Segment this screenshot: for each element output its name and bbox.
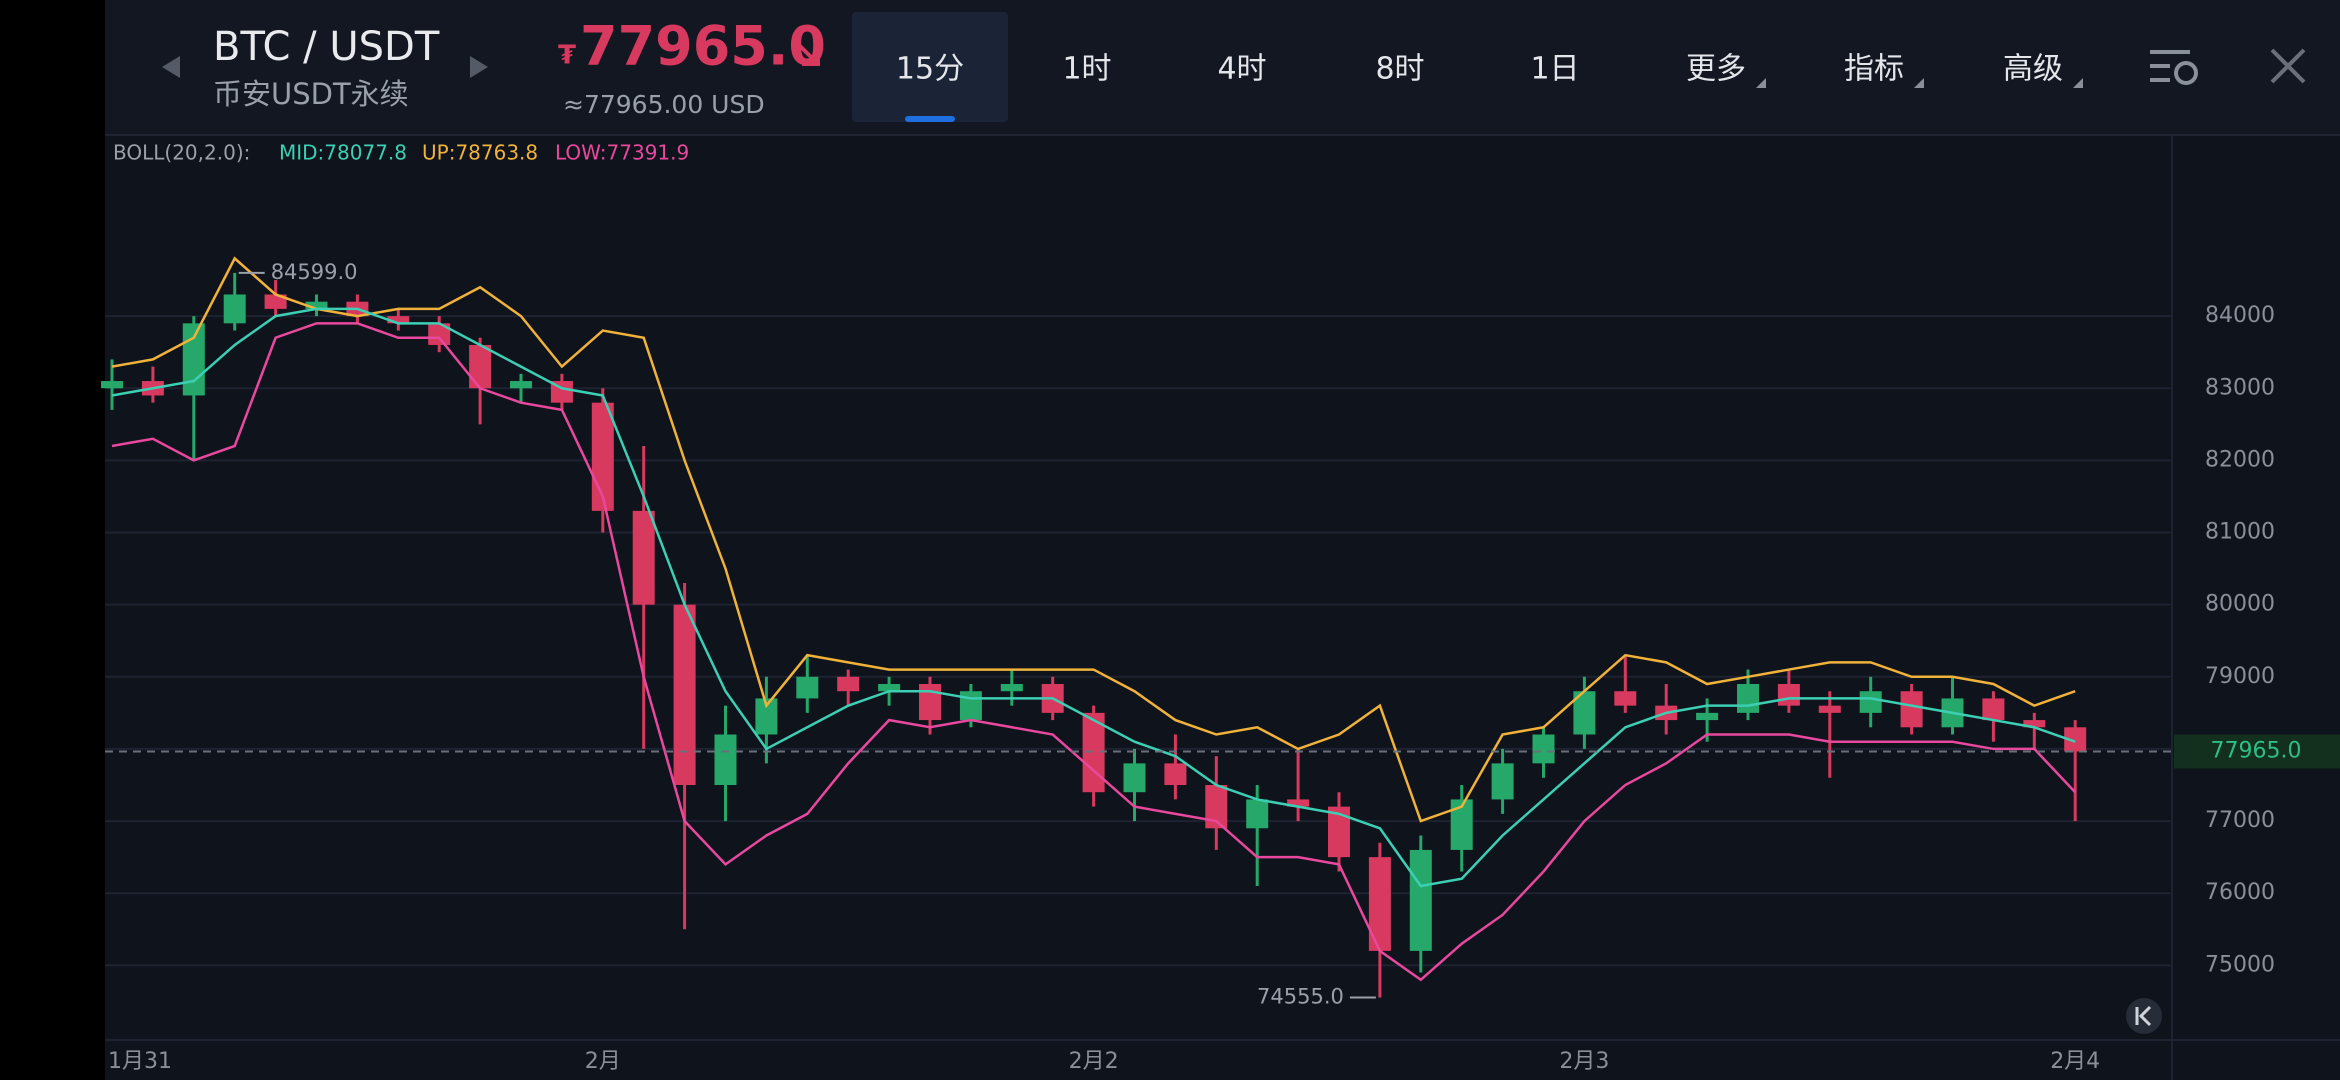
candle-body xyxy=(1982,698,2005,721)
tab[interactable]: 15分 xyxy=(896,52,964,87)
candle-body xyxy=(1000,684,1023,692)
candle-body xyxy=(1696,712,1719,721)
down-arrow xyxy=(794,40,820,66)
x-tick-label: 2月4 xyxy=(2050,1049,2100,1074)
candle-body xyxy=(1450,799,1473,850)
candle-body xyxy=(1123,763,1146,793)
candle-body xyxy=(959,691,982,721)
y-tick-label: 83000 xyxy=(2205,375,2275,400)
candle-body xyxy=(305,301,328,309)
y-tick-label: 75000 xyxy=(2205,952,2275,977)
dropdown-caret xyxy=(2073,78,2083,88)
candle-body xyxy=(510,381,532,389)
candle-body xyxy=(878,684,901,692)
symbol: BTC / USDT xyxy=(213,24,440,70)
x-tick-label: 1月31 xyxy=(108,1049,172,1074)
last-price: 77965.0 xyxy=(580,15,826,78)
y-tick-label: 82000 xyxy=(2205,447,2275,472)
symbol-subtitle: 币安USDT永续 xyxy=(213,77,409,111)
tab[interactable]: 指标 xyxy=(1844,52,1904,87)
indicator-value: LOW:77391.9 xyxy=(555,141,689,165)
candle-body xyxy=(1287,799,1310,807)
tab[interactable]: 1日 xyxy=(1530,52,1579,87)
price-usd: ≈77965.00 USD xyxy=(563,90,765,119)
candle-body xyxy=(1246,799,1269,829)
active-tab-bg xyxy=(852,12,1008,122)
tab[interactable]: 更多 xyxy=(1686,52,1746,87)
indicator-value: UP:78763.8 xyxy=(422,141,538,165)
candle-body xyxy=(1777,684,1800,706)
candle-body xyxy=(387,316,410,324)
scroll-latest[interactable] xyxy=(2126,998,2162,1034)
tab[interactable]: 4时 xyxy=(1217,52,1266,87)
candle-body xyxy=(1532,734,1555,764)
candle-body xyxy=(1573,691,1596,735)
candle-body xyxy=(1491,763,1514,800)
candle-body xyxy=(428,323,451,345)
dropdown-caret xyxy=(1914,78,1924,88)
candle-body xyxy=(2023,720,2046,728)
candle-body xyxy=(796,676,819,699)
candle-body xyxy=(264,294,287,309)
candle-body xyxy=(1205,784,1228,829)
tab[interactable]: 8时 xyxy=(1375,52,1424,87)
y-tick-label: 81000 xyxy=(2205,520,2275,545)
y-tick-label: 84000 xyxy=(2205,303,2275,328)
bollinger-band xyxy=(111,307,2076,888)
close-icon[interactable] xyxy=(2270,48,2306,84)
bollinger-band xyxy=(111,322,2077,982)
candle-body xyxy=(919,684,941,721)
candle-body xyxy=(1409,849,1432,951)
candle-body xyxy=(1328,806,1350,858)
candle-body xyxy=(1900,691,1923,728)
candle-body xyxy=(1368,857,1391,951)
candle-body xyxy=(1818,705,1841,713)
bollinger-band xyxy=(111,256,2076,823)
indicator-legend: BOLL(20,2.0): MID:78077.8 UP:78763.8 LOW:77… xyxy=(113,141,689,165)
candle-body xyxy=(1737,684,1759,713)
x-tick-label: 2月3 xyxy=(1559,1049,1609,1074)
last-price-label: 77965.0 xyxy=(2211,738,2302,763)
y-tick-label: 80000 xyxy=(2205,592,2275,617)
candle-body xyxy=(1614,691,1637,706)
annotation-label: 84599.0 xyxy=(271,260,358,284)
candle-body xyxy=(755,698,778,735)
x-tick-label: 2月2 xyxy=(1069,1049,1119,1074)
y-tick-label: 79000 xyxy=(2205,664,2275,689)
x-tick-label: 2月 xyxy=(585,1049,621,1074)
tab[interactable]: 高级 xyxy=(2003,52,2063,87)
y-tick-label: 76000 xyxy=(2205,880,2275,905)
annotation-label: 74555.0 xyxy=(1257,984,1344,1008)
left-bezel xyxy=(0,0,105,1080)
candle-body xyxy=(101,381,123,389)
active-tab-indicator xyxy=(905,116,955,122)
candle-body xyxy=(632,510,655,605)
candle-body xyxy=(714,734,737,785)
candle-body xyxy=(2064,727,2087,752)
timeframe-tabs: 15分 1时 4时 8时 1日 更多 指标 高级 xyxy=(852,12,2083,122)
candle-body xyxy=(673,604,696,785)
y-tick-label: 77000 xyxy=(2205,808,2275,833)
indicator-label: BOLL(20,2.0): xyxy=(113,141,250,165)
settings-icon[interactable] xyxy=(2150,50,2198,85)
candle-body xyxy=(182,323,205,396)
candle-body xyxy=(837,676,860,692)
candle-body xyxy=(1859,691,1882,713)
candle-body xyxy=(469,344,492,389)
indicator-value: MID:78077.8 xyxy=(279,141,407,165)
scroll-latest-icon xyxy=(2135,1005,2152,1027)
prev-symbol[interactable] xyxy=(162,56,180,78)
candle-body xyxy=(1164,763,1187,785)
chart: 7500076000770007800079000800008100082000… xyxy=(101,256,2340,1074)
candle-body xyxy=(223,294,246,324)
candle-body xyxy=(1082,712,1105,793)
tab[interactable]: 1时 xyxy=(1062,52,1111,87)
dropdown-caret xyxy=(1756,78,1766,88)
last-price-tag xyxy=(2174,734,2340,769)
next-symbol[interactable] xyxy=(470,56,488,78)
currency-symbol: ₮ xyxy=(558,41,576,71)
